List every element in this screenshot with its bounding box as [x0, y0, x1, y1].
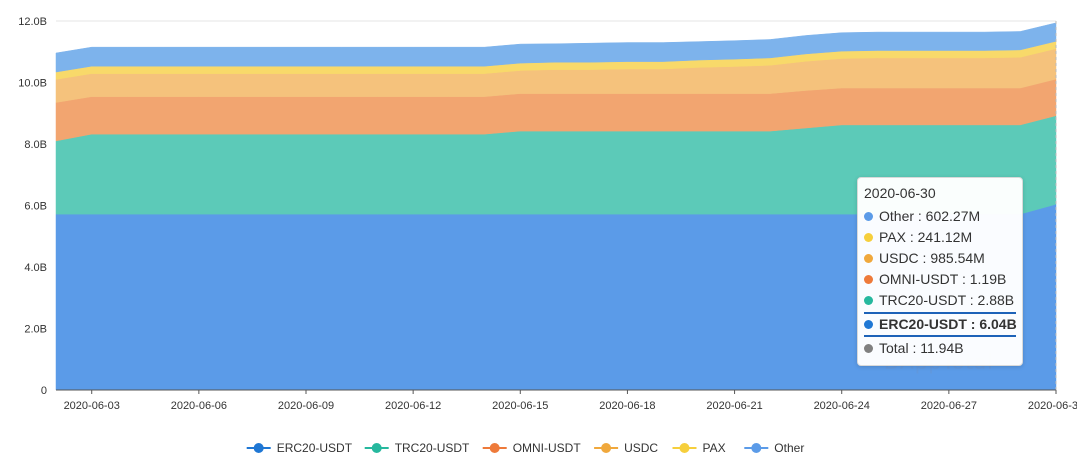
legend-item-pax[interactable]: PAX [672, 441, 726, 455]
tooltip-row-label: TRC20-USDT : 2.88B [879, 292, 1015, 308]
x-tick-label: 2020-06-30 [1028, 400, 1077, 412]
legend-item-omni-usdt[interactable]: OMNI-USDT [482, 441, 582, 455]
chart-tooltip: 2020-06-30 Other : 602.27M PAX : 241.12M U… [857, 177, 1023, 366]
tooltip-row: USDC : 985.54M [864, 248, 1016, 269]
legend-item-trc20-usdt[interactable]: TRC20-USDT [364, 441, 470, 455]
tooltip-row-label: USDC : 985.54M [879, 250, 985, 266]
x-tick-label: 2020-06-24 [814, 400, 870, 412]
x-tick-label: 2020-06-06 [171, 400, 227, 412]
legend-label: USDC [624, 441, 658, 455]
tooltip-dot [864, 212, 873, 221]
x-tick-label: 2020-06-21 [706, 400, 762, 412]
tooltip-row: Other : 602.27M [864, 206, 1016, 227]
legend-marker [679, 443, 690, 453]
x-axis: 2020-06-03 2020-06-06 2020-06-09 2020-06-12… [56, 389, 1077, 412]
legend-label: ERC20-USDT [277, 441, 353, 455]
legend-item-usdc[interactable]: USDC [594, 441, 658, 455]
x-tick-label: 2020-06-03 [64, 400, 120, 412]
legend[interactable]: ERC20-USDT TRC20-USDT OMNI-USDT USDC PAX Othe… [246, 441, 805, 455]
y-tick-label: 6.0B [24, 201, 47, 213]
tooltip-row: OMNI-USDT : 1.19B [864, 269, 1016, 290]
tooltip-row: Total : 11.94B [864, 338, 1016, 359]
tooltip-rows: Other : 602.27M PAX : 241.12M USDC : 985.5… [864, 206, 1017, 359]
y-tick-label: 2.0B [24, 324, 47, 336]
x-tick-label: 2020-06-12 [385, 400, 441, 412]
legend-item-other[interactable]: Other [744, 441, 804, 455]
y-tick-label: 10.0B [18, 78, 47, 90]
tooltip-date: 2020-06-30 [864, 185, 936, 201]
y-tick-label: 0 [41, 385, 47, 397]
legend-marker [489, 443, 500, 453]
legend-label: OMNI-USDT [513, 441, 582, 455]
tooltip-dot [864, 296, 873, 305]
tooltip-row-label: Total : 11.94B [879, 340, 964, 356]
tooltip-dot [864, 320, 873, 329]
legend-marker [253, 443, 264, 453]
tooltip-dot [864, 344, 873, 353]
legend-label: Other [774, 441, 804, 455]
x-tick-label: 2020-06-27 [921, 400, 977, 412]
legend-item-erc20-usdt[interactable]: ERC20-USDT [246, 441, 353, 455]
legend-marker [751, 443, 762, 453]
tooltip-dot [864, 254, 873, 263]
x-tick-label: 2020-06-18 [599, 400, 655, 412]
legend-marker [371, 443, 382, 453]
tooltip-row: PAX : 241.12M [864, 227, 1016, 248]
tooltip-row-label: OMNI-USDT : 1.19B [879, 271, 1007, 287]
tooltip-dot [864, 233, 873, 242]
tooltip-row-label: PAX : 241.12M [879, 229, 973, 245]
area-series [55, 21, 1057, 391]
tooltip-row-label: Other : 602.27M [879, 208, 981, 224]
tooltip-dot [864, 275, 873, 284]
x-tick-label: 2020-06-15 [492, 400, 548, 412]
x-tick-label: 2020-06-09 [278, 400, 334, 412]
y-axis: 0 2.0B 4.0B 6.0B 8.0B 10.0B 12.0B [18, 16, 47, 397]
legend-label: TRC20-USDT [395, 441, 470, 455]
y-tick-label: 4.0B [24, 262, 47, 274]
tooltip-row-label: ERC20-USDT : 6.04B [879, 316, 1017, 332]
tooltip-row: ERC20-USDT : 6.04B [864, 312, 1017, 337]
y-tick-label: 8.0B [24, 139, 47, 151]
legend-marker [601, 443, 612, 453]
tooltip-row: TRC20-USDT : 2.88B [864, 290, 1016, 311]
legend-label: PAX [703, 441, 726, 455]
y-tick-label: 12.0B [18, 16, 47, 28]
